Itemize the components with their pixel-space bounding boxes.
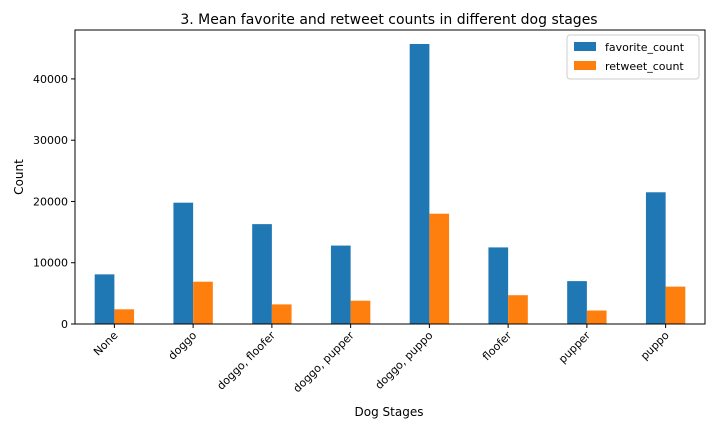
bar-retweet_count-7 <box>665 286 686 324</box>
legend-swatch-retweet_count <box>574 61 596 70</box>
bar-favorite_count-2 <box>252 224 272 324</box>
x-axis-label: Dog Stages <box>355 405 424 419</box>
bar-retweet_count-2 <box>271 304 292 324</box>
x-tick-label: doggo, pupper <box>291 329 358 396</box>
x-tick-label: floofer <box>480 329 515 364</box>
x-tick-label: doggo <box>166 329 200 363</box>
bar-retweet_count-5 <box>508 295 528 324</box>
bar-favorite_count-4 <box>409 44 430 324</box>
bar-favorite_count-1 <box>173 202 194 324</box>
legend-label-retweet_count: retweet_count <box>605 60 684 73</box>
bar-retweet_count-6 <box>586 310 607 324</box>
plot-area: None doggo doggo, floofer doggo, pupper dogg… <box>33 44 686 396</box>
bar-favorite_count-3 <box>330 245 351 324</box>
x-tick-label: None <box>91 329 121 359</box>
y-axis-label: Count <box>12 159 26 195</box>
y-tick-label: 10000 <box>33 257 68 270</box>
y-tick-label: 40000 <box>33 73 68 86</box>
bar-favorite_count-6 <box>567 281 587 324</box>
y-tick-label: 30000 <box>33 134 68 147</box>
x-tick-label: puppo <box>638 329 672 363</box>
legend: favorite_count retweet_count <box>566 34 700 80</box>
legend-box <box>566 34 700 80</box>
x-tick-label: pupper <box>556 329 593 366</box>
x-tick-label: doggo, puppo <box>373 329 436 392</box>
chart-title: 3. Mean favorite and retweet counts in d… <box>180 12 597 28</box>
bar-retweet_count-3 <box>350 300 371 324</box>
y-tick-label: 20000 <box>33 195 68 208</box>
plot-frame <box>74 29 706 325</box>
legend-label-favorite_count: favorite_count <box>605 41 685 54</box>
bar-retweet_count-4 <box>429 213 450 324</box>
bar-retweet_count-1 <box>193 281 213 324</box>
bar-retweet_count-0 <box>114 309 135 324</box>
bar-favorite_count-7 <box>645 192 666 324</box>
legend-swatch-favorite_count <box>574 42 596 51</box>
bar-favorite_count-0 <box>94 274 115 324</box>
x-tick-label: doggo, floofer <box>214 329 278 393</box>
y-tick-label: 0 <box>61 318 68 331</box>
bar-favorite_count-5 <box>488 247 509 324</box>
